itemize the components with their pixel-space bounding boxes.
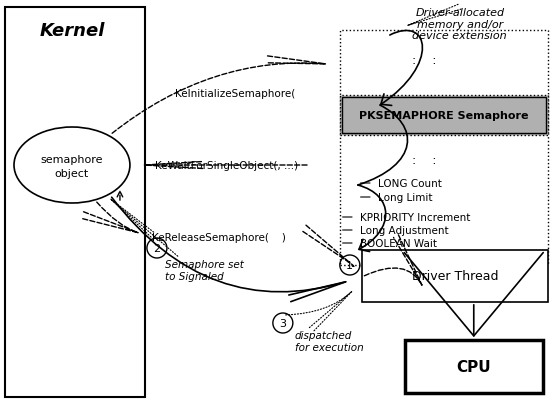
FancyArrowPatch shape	[358, 106, 408, 185]
Text: :    :: : :	[411, 154, 436, 167]
Bar	[340, 31, 547, 265]
Text: LONG Count: LONG Count	[378, 179, 442, 189]
Text: object: object	[55, 168, 89, 179]
Text: semaphore: semaphore	[41, 155, 103, 164]
Text: Driver-allocated
memory and/or
device extension: Driver-allocated memory and/or device ex…	[413, 8, 507, 41]
Bar	[5, 8, 145, 397]
Text: 1: 1	[346, 260, 353, 270]
Bar	[405, 340, 542, 393]
Text: CPU: CPU	[456, 360, 491, 375]
Text: KPRIORITY Increment: KPRIORITY Increment	[360, 213, 470, 222]
Text: KeWaitForSingleObject(, ...): KeWaitForSingleObject(, ...)	[155, 161, 298, 171]
Text: KeReleaseSemaphore(    ): KeReleaseSemaphore( )	[152, 232, 286, 243]
Text: Long Adjustment: Long Adjustment	[360, 226, 448, 235]
Text: 2: 2	[153, 243, 160, 254]
Text: Driver Thread: Driver Thread	[411, 269, 498, 282]
Text: Long Limit: Long Limit	[378, 192, 432, 202]
Text: 3: 3	[279, 318, 286, 328]
FancyArrowPatch shape	[358, 185, 385, 252]
Text: Semaphore set
to Signaled: Semaphore set to Signaled	[165, 260, 244, 281]
Bar	[342, 98, 546, 134]
Text: PKSEMAPHORE Semaphore: PKSEMAPHORE Semaphore	[359, 111, 529, 121]
Bar	[340, 96, 547, 136]
Text: BOOLEAN Wait: BOOLEAN Wait	[360, 239, 437, 248]
Bar	[362, 250, 547, 302]
FancyArrowPatch shape	[381, 31, 422, 106]
Text: dispatched
for execution: dispatched for execution	[295, 330, 364, 352]
Text: :    :: : :	[411, 54, 436, 67]
Text: Kernel: Kernel	[39, 22, 105, 40]
Text: KeInitializeSemaphore(: KeInitializeSemaphore(	[175, 89, 295, 99]
